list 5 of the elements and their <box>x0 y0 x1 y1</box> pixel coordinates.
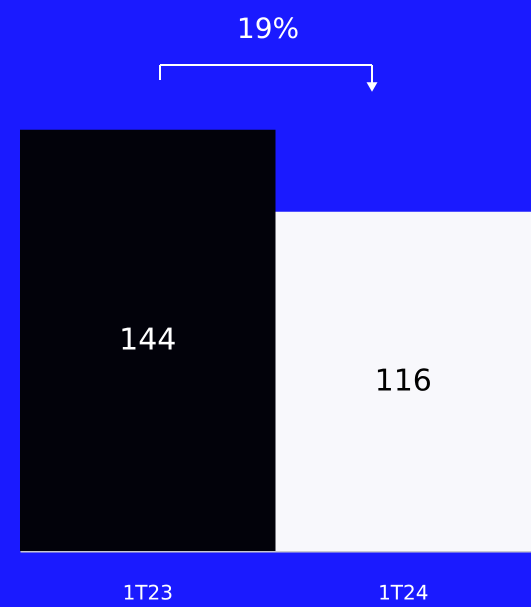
data-label: 116 <box>374 363 432 398</box>
x-tick-label: 1T23 <box>122 580 173 604</box>
text: 19% <box>236 12 300 45</box>
x-tick-label: 1T24 <box>378 580 428 604</box>
data-label: 144 <box>119 322 176 358</box>
